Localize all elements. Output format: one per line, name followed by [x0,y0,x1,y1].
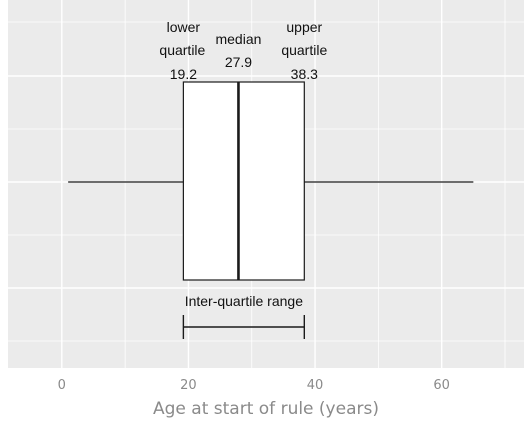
x-tick-label-0: 0 [58,378,66,393]
q3-annotation-line2: quartile [281,42,327,58]
iqr-label: Inter-quartile range [185,293,304,309]
q3-value-label: 38.3 [291,66,318,82]
x-axis-title: Age at start of rule (years) [153,399,379,419]
q1-annotation-line1: lower [167,19,201,35]
q3-annotation-line1: upper [286,19,322,35]
q1-value-label: 19.2 [170,66,197,82]
x-tick-label-40: 40 [307,378,324,393]
interquartile-box [182,81,305,281]
box-layer [68,81,474,281]
median-value-label: 27.9 [225,54,252,70]
annotation-layer: lower quartile 19.2 median 27.9 upper qu… [159,19,327,339]
x-tick-label-20: 20 [180,378,197,393]
x-axis-ticks: 0 20 40 60 [58,378,450,393]
q1-annotation-line2: quartile [159,42,205,58]
x-tick-label-60: 60 [433,378,450,393]
median-annotation-line1: median [215,31,261,47]
